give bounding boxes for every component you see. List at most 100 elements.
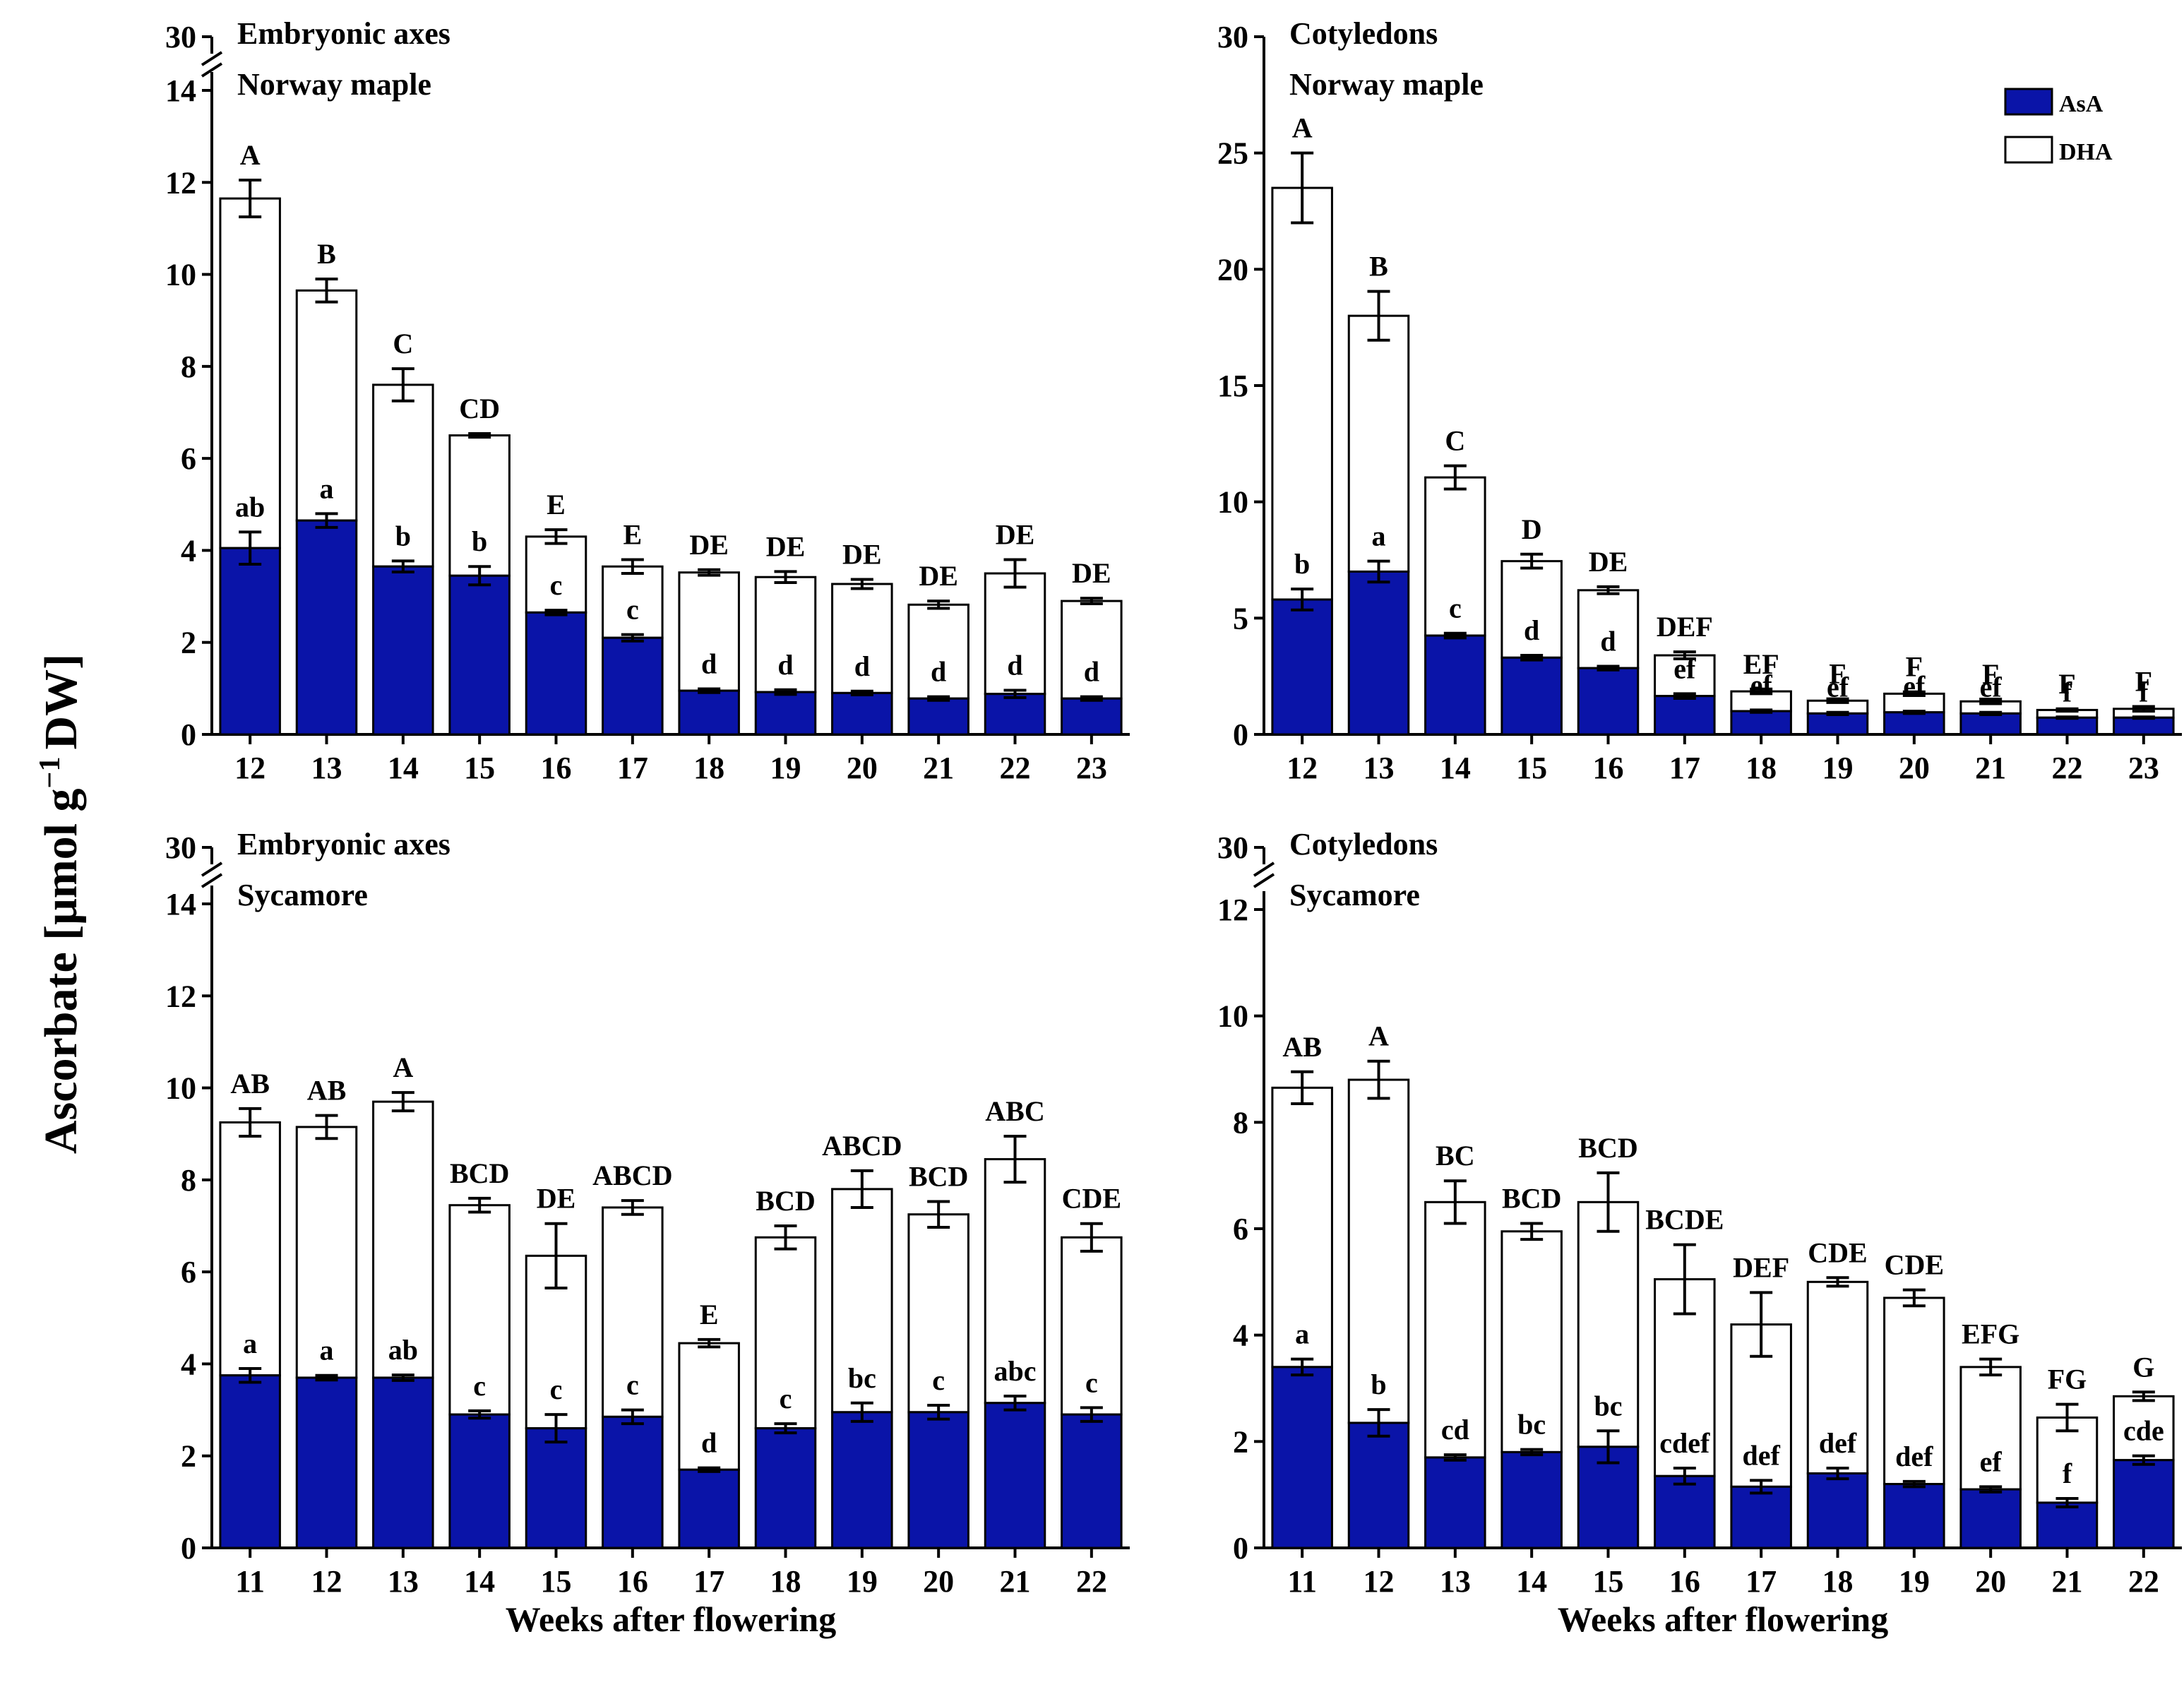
bar-dha — [295, 1126, 358, 1379]
x-tick-label: 14 — [1516, 1564, 1547, 1599]
x-tick-label: 21 — [923, 751, 954, 785]
significance-letter-asa: ef — [1980, 672, 2003, 703]
x-tick-label: 19 — [1822, 751, 1854, 785]
bar-asa — [372, 565, 434, 736]
significance-letter-total: DE — [537, 1183, 576, 1215]
axis-break-mark — [201, 862, 223, 877]
significance-letter-asa: b — [472, 525, 487, 557]
significance-letter-asa: d — [701, 1427, 717, 1459]
x-tick-label: 12 — [311, 1564, 342, 1599]
bar-dha — [602, 565, 664, 639]
y-tick-label: 10 — [1217, 485, 1248, 520]
bar-asa — [219, 1374, 281, 1549]
significance-letter-asa: a — [320, 1335, 334, 1366]
x-tick-label: 23 — [1076, 751, 1107, 785]
x-tick-label: 23 — [2128, 751, 2159, 785]
significance-letter-asa: b — [1294, 548, 1310, 580]
significance-letter-asa: d — [1600, 626, 1616, 657]
significance-letter-asa: d — [1007, 649, 1022, 681]
significance-letter-asa: c — [550, 569, 563, 601]
panel-title-species: Sycamore — [237, 878, 368, 912]
x-tick-label: 17 — [1669, 751, 1700, 785]
x-tick-label: 14 — [464, 1564, 495, 1599]
y-axis-title-superscript: −1 — [34, 757, 66, 789]
x-tick-label: 21 — [1000, 1564, 1031, 1599]
bar-asa — [295, 519, 358, 736]
y-axis-title-main: Ascorbate [μmol g — [35, 788, 87, 1154]
significance-letter-total: E — [623, 518, 642, 550]
x-tick-label: 17 — [1746, 1564, 1777, 1599]
significance-letter-total: F — [2058, 668, 2075, 700]
y-axis-title: Ascorbate [μmol g−1 DW] — [34, 654, 87, 1154]
y-tick-label: 15 — [1217, 369, 1248, 403]
panel-embryonic-axes-sycamore: 0 2 4 6 8 10 12 14 30 AB a 11 AB a 12 Aab 13 BCD c 14 DE c 15 A… — [165, 827, 1130, 1639]
bar-asa — [1061, 1413, 1123, 1549]
x-tick-label: 11 — [235, 1564, 265, 1599]
bar-asa — [602, 1415, 664, 1549]
bar-asa — [1500, 656, 1563, 736]
y-tick-label: 2 — [1233, 1424, 1248, 1459]
panel-title-species: Sycamore — [1289, 878, 1420, 912]
significance-letter-total: DE — [689, 529, 729, 561]
significance-letter-total: BCD — [756, 1185, 815, 1217]
y-tick-label: 30 — [1217, 830, 1248, 865]
y-tick-label: 14 — [165, 887, 196, 922]
bar-asa — [1061, 697, 1123, 736]
significance-letter-asa: c — [550, 1373, 563, 1405]
panel-title-tissue: Cotyledons — [1289, 16, 1438, 51]
panel-title-species: Norway maple — [237, 67, 431, 102]
bar-dha — [1883, 1296, 1945, 1486]
significance-letter-total: ABC — [985, 1095, 1044, 1127]
y-tick-label: 12 — [165, 979, 196, 1013]
y-tick-label: 6 — [181, 1255, 196, 1289]
significance-letter-asa: d — [777, 649, 793, 681]
bar-asa — [1347, 1421, 1410, 1549]
bar-asa — [984, 693, 1046, 736]
x-tick-label: 12 — [1363, 1564, 1395, 1599]
significance-letter-asa: bc — [1517, 1409, 1546, 1441]
legend-swatch-dha — [2004, 136, 2053, 164]
x-tick-label: 21 — [2052, 1564, 2083, 1599]
bar-asa — [525, 611, 587, 736]
bar-asa — [678, 1468, 740, 1549]
bar-dha — [372, 383, 434, 568]
significance-letter-total: F — [1829, 658, 1846, 690]
significance-letter-asa: def — [1819, 1427, 1857, 1459]
bar-asa — [1347, 570, 1410, 736]
x-tick-label: 14 — [1440, 751, 1471, 785]
bar-dha — [907, 1213, 969, 1414]
x-tick-label: 20 — [847, 751, 878, 785]
significance-letter-total: D — [1522, 513, 1542, 545]
significance-letter-asa: bc — [1594, 1390, 1623, 1421]
significance-letter-total: A — [393, 1051, 413, 1083]
significance-letter-total: A — [240, 139, 261, 171]
bar-asa — [1654, 1474, 1716, 1549]
bar-dha — [295, 289, 358, 522]
panel-title-tissue: Cotyledons — [1289, 827, 1438, 862]
significance-letter-total: BCDE — [1645, 1204, 1724, 1236]
y-tick-label: 30 — [165, 20, 196, 54]
legend: AsA DHA — [2004, 88, 2113, 165]
y-tick-label: 30 — [165, 830, 196, 865]
bar-dha — [1271, 186, 1333, 601]
significance-letter-total: BC — [1436, 1140, 1475, 1172]
x-tick-label: 16 — [617, 1564, 648, 1599]
significance-letter-total: AB — [230, 1068, 270, 1099]
bar-dha — [219, 197, 281, 549]
significance-letter-total: AB — [1282, 1031, 1322, 1063]
significance-letter-total: ABCD — [592, 1160, 672, 1191]
significance-letter-total: DEF — [1657, 611, 1713, 643]
significance-letter-asa: ab — [388, 1334, 418, 1366]
y-axis-title-unit: DW] — [35, 654, 87, 750]
significance-letter-asa: def — [1895, 1441, 1933, 1472]
y-tick-label: 2 — [181, 626, 196, 660]
bar-dha — [1959, 1366, 2022, 1491]
significance-letter-asa: c — [473, 1370, 486, 1402]
bar-asa — [678, 689, 740, 736]
bar-dha — [1061, 1236, 1123, 1416]
significance-letter-asa: a — [1295, 1318, 1309, 1350]
significance-letter-total: CDE — [1885, 1249, 1944, 1281]
significance-letter-total: CD — [459, 393, 500, 424]
significance-letter-total: E — [700, 1299, 719, 1330]
